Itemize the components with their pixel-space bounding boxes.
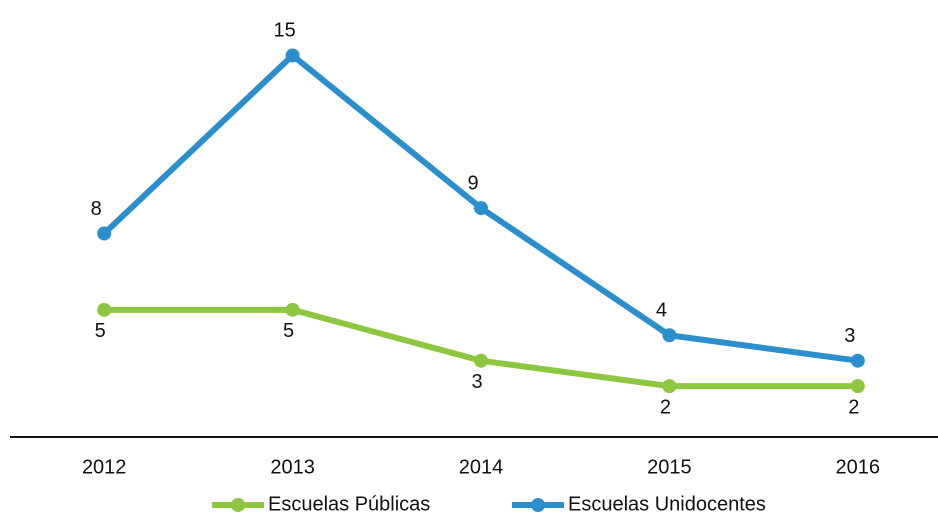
- legend-label: Escuelas Públicas: [268, 493, 430, 515]
- marker: [850, 353, 865, 368]
- data-label: 2: [848, 396, 859, 418]
- x-tick-label: 2012: [82, 456, 127, 478]
- data-label: 8: [91, 198, 102, 220]
- data-label: 3: [471, 371, 482, 393]
- data-label: 5: [95, 320, 106, 342]
- data-label: 5: [283, 320, 294, 342]
- marker: [662, 379, 677, 394]
- marker: [850, 379, 865, 394]
- marker: [97, 226, 112, 241]
- x-tick-label: 2013: [270, 456, 315, 478]
- x-tick-label: 2014: [459, 456, 504, 478]
- marker: [474, 201, 488, 216]
- data-label: 2: [660, 396, 671, 418]
- x-tick-label: 2015: [647, 456, 692, 478]
- marker: [474, 353, 488, 368]
- marker: [285, 302, 300, 317]
- data-label: 3: [844, 325, 855, 347]
- marker: [97, 302, 112, 317]
- x-tick-label: 2016: [836, 456, 881, 478]
- legend-label: Escuelas Unidocentes: [568, 493, 766, 515]
- data-label: 4: [656, 300, 667, 322]
- legend-marker: [531, 498, 545, 512]
- marker: [662, 328, 677, 343]
- legend-marker: [231, 498, 245, 512]
- data-label: 9: [467, 172, 478, 194]
- data-label: 15: [273, 20, 295, 42]
- marker: [285, 48, 300, 63]
